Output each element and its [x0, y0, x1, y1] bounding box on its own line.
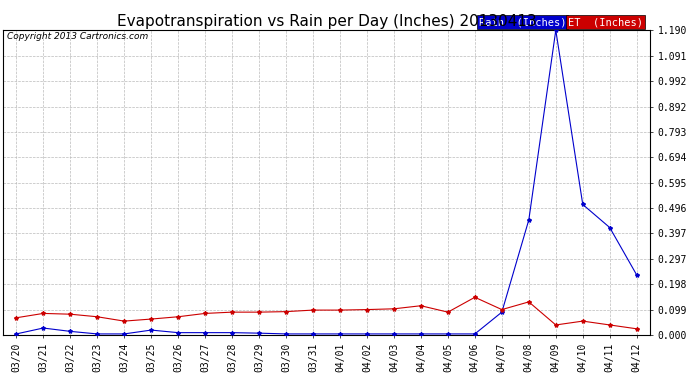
Title: Evapotranspiration vs Rain per Day (Inches) 20130413: Evapotranspiration vs Rain per Day (Inch… — [117, 14, 536, 29]
Text: Rain  (Inches): Rain (Inches) — [479, 17, 566, 27]
Text: ET  (Inches): ET (Inches) — [568, 17, 643, 27]
Text: Copyright 2013 Cartronics.com: Copyright 2013 Cartronics.com — [7, 32, 148, 41]
